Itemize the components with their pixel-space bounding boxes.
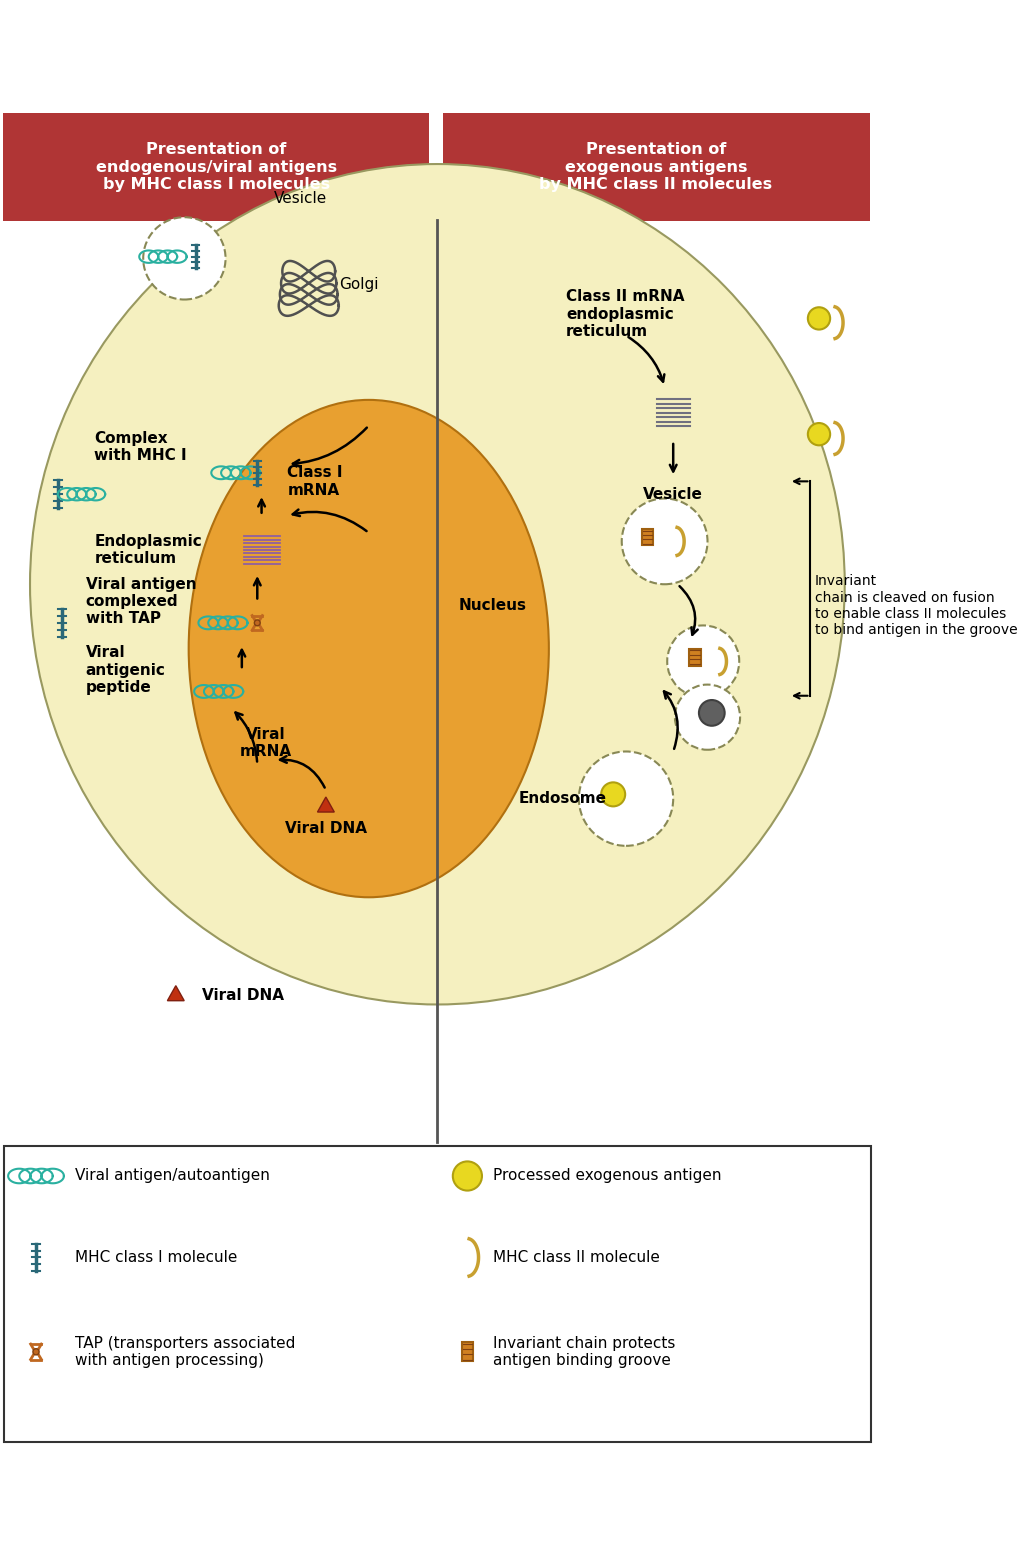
Text: Processed exogenous antigen: Processed exogenous antigen bbox=[493, 1168, 722, 1183]
Circle shape bbox=[452, 1162, 482, 1191]
Circle shape bbox=[33, 1348, 39, 1355]
Text: Nucleus: Nucleus bbox=[458, 598, 527, 613]
FancyBboxPatch shape bbox=[3, 114, 429, 221]
Circle shape bbox=[675, 685, 740, 750]
FancyArrowPatch shape bbox=[280, 757, 325, 788]
Text: Invariant chain protects
antigen binding groove: Invariant chain protects antigen binding… bbox=[493, 1336, 676, 1369]
FancyBboxPatch shape bbox=[4, 1146, 871, 1442]
Text: Viral DNA: Viral DNA bbox=[201, 989, 284, 1003]
Text: Viral
antigenic
peptide: Viral antigenic peptide bbox=[86, 645, 165, 694]
FancyArrowPatch shape bbox=[293, 428, 367, 467]
FancyArrowPatch shape bbox=[293, 509, 367, 531]
Circle shape bbox=[667, 626, 739, 698]
FancyArrowPatch shape bbox=[236, 713, 257, 761]
Text: Viral
mRNA: Viral mRNA bbox=[240, 727, 292, 760]
Bar bbox=[461, 1342, 473, 1361]
Text: Vesicle: Vesicle bbox=[643, 487, 703, 501]
Polygon shape bbox=[318, 797, 334, 813]
Text: Presentation of
exogenous antigens
by MHC class II molecules: Presentation of exogenous antigens by MH… bbox=[539, 142, 773, 192]
Bar bbox=[642, 529, 653, 545]
Ellipse shape bbox=[189, 400, 549, 897]
FancyBboxPatch shape bbox=[443, 114, 870, 221]
Text: Class II mRNA
endoplasmic
reticulum: Class II mRNA endoplasmic reticulum bbox=[566, 290, 684, 339]
Circle shape bbox=[143, 218, 226, 299]
Text: Endosome: Endosome bbox=[519, 791, 606, 807]
Circle shape bbox=[254, 620, 260, 626]
Ellipse shape bbox=[30, 163, 844, 1004]
Text: MHC class I molecule: MHC class I molecule bbox=[75, 1250, 237, 1264]
Circle shape bbox=[601, 782, 625, 807]
Text: Complex
with MHC I: Complex with MHC I bbox=[94, 431, 187, 464]
FancyArrowPatch shape bbox=[664, 691, 678, 749]
Circle shape bbox=[579, 752, 673, 845]
Text: Golgi: Golgi bbox=[339, 277, 378, 291]
Text: Viral DNA: Viral DNA bbox=[285, 821, 367, 836]
Circle shape bbox=[808, 424, 830, 445]
Text: Viral antigen
complexed
with TAP: Viral antigen complexed with TAP bbox=[86, 576, 196, 626]
FancyArrowPatch shape bbox=[628, 336, 665, 381]
Text: Class I
mRNA: Class I mRNA bbox=[287, 466, 343, 498]
Text: Viral antigen/autoantigen: Viral antigen/autoantigen bbox=[75, 1168, 270, 1183]
Circle shape bbox=[699, 701, 725, 726]
Text: Presentation of
endogenous/viral antigens
by MHC class I molecules: Presentation of endogenous/viral antigen… bbox=[96, 142, 337, 192]
Text: MHC class II molecule: MHC class II molecule bbox=[493, 1250, 660, 1264]
Circle shape bbox=[808, 307, 830, 330]
FancyArrowPatch shape bbox=[680, 585, 697, 635]
Text: TAP (transporters associated
with antigen processing): TAP (transporters associated with antige… bbox=[75, 1336, 295, 1369]
Circle shape bbox=[622, 498, 708, 584]
Polygon shape bbox=[167, 986, 184, 1001]
Text: Endoplasmic
reticulum: Endoplasmic reticulum bbox=[94, 534, 202, 567]
Bar bbox=[688, 649, 700, 666]
Text: Vesicle: Vesicle bbox=[274, 192, 327, 206]
Text: Invariant
chain is cleaved on fusion
to enable class II molecules
to bind antige: Invariant chain is cleaved on fusion to … bbox=[815, 575, 1017, 637]
